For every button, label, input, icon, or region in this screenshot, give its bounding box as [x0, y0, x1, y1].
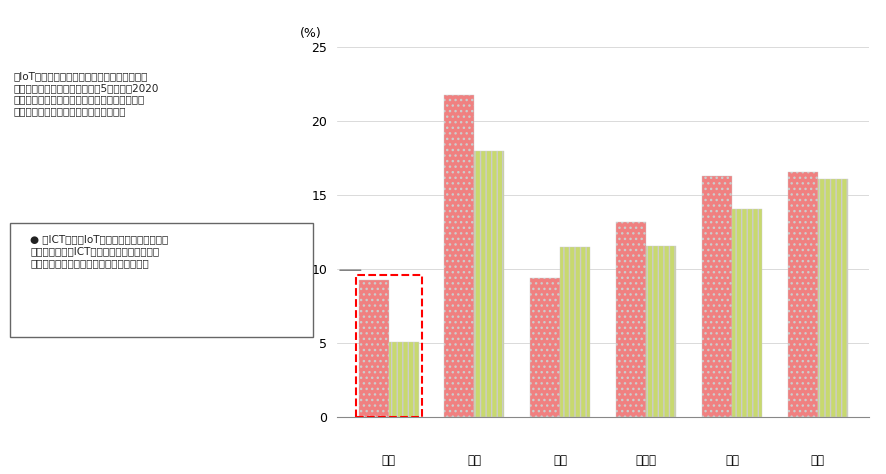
Y-axis label: (%): (%): [299, 27, 321, 40]
Text: 中国: 中国: [810, 454, 824, 467]
Bar: [731, 209, 761, 417]
Text: ● 非ICT企業のIoTによる自産業の市場拡大
　率（予測）はICT企業の自産業の市場拡大
　率（予測）半分程度にとどまっている。: ● 非ICT企業のIoTによる自産業の市場拡大 率（予測）はICT企業の自産業の…: [30, 235, 168, 268]
Bar: [388, 342, 418, 417]
Bar: [474, 151, 504, 417]
FancyBboxPatch shape: [10, 223, 313, 337]
Bar: [530, 278, 560, 417]
Text: 韓国: 韓国: [724, 454, 738, 467]
Bar: [787, 172, 817, 417]
Bar: [444, 95, 474, 417]
Bar: [645, 246, 675, 417]
Bar: [560, 247, 589, 417]
Text: 英国: 英国: [553, 454, 567, 467]
Text: 米国: 米国: [467, 454, 481, 467]
Bar: [701, 176, 731, 417]
Text: 「IoTの進展・普及によって、貴社が属する業
界全体（国内）の市場規模は先5年程度（2020
年頃まで）どの程度拡大すると思いますか。」
という質問に対する回答: 「IoTの進展・普及によって、貴社が属する業 界全体（国内）の市場規模は先5年程…: [13, 71, 159, 116]
Bar: [817, 179, 847, 417]
Bar: [358, 280, 388, 417]
Text: ドイツ: ドイツ: [635, 454, 656, 467]
Bar: [616, 222, 645, 417]
Text: 日本: 日本: [381, 454, 395, 467]
